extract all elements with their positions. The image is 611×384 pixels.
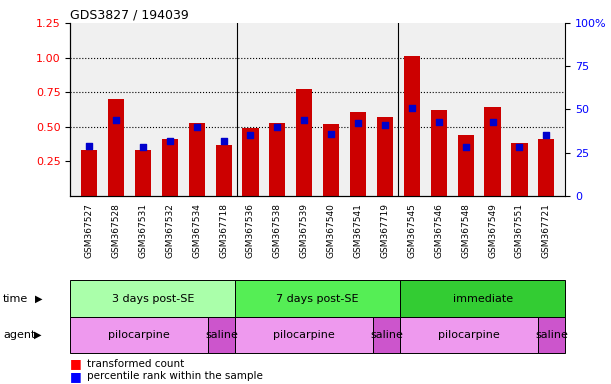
Text: 7 days post-SE: 7 days post-SE: [276, 293, 359, 304]
Text: ▶: ▶: [34, 330, 41, 340]
Point: [461, 144, 470, 151]
Point: [434, 118, 444, 124]
Bar: [323, 124, 339, 196]
Bar: [216, 145, 232, 196]
Point: [541, 132, 551, 139]
Bar: [373, 317, 400, 353]
Text: agent: agent: [3, 330, 35, 340]
Point: [246, 132, 255, 139]
Point: [380, 122, 390, 128]
Bar: [269, 122, 285, 196]
Point: [165, 137, 175, 144]
Point: [84, 143, 94, 149]
Bar: [431, 110, 447, 196]
Point: [219, 137, 229, 144]
Bar: [70, 317, 208, 353]
Bar: [377, 117, 393, 196]
Point: [299, 117, 309, 123]
Bar: [108, 99, 124, 196]
Bar: [400, 280, 565, 317]
Text: GDS3827 / 194039: GDS3827 / 194039: [70, 9, 189, 22]
Point: [353, 120, 363, 126]
Text: saline: saline: [205, 330, 238, 340]
Point: [514, 144, 524, 151]
Text: saline: saline: [370, 330, 403, 340]
Text: pilocarpine: pilocarpine: [438, 330, 500, 340]
Text: immediate: immediate: [453, 293, 513, 304]
Bar: [243, 128, 258, 196]
Bar: [70, 280, 235, 317]
Bar: [400, 317, 538, 353]
Point: [192, 124, 202, 130]
Point: [111, 117, 121, 123]
Bar: [296, 89, 312, 196]
Bar: [511, 143, 527, 196]
Bar: [208, 317, 235, 353]
Point: [488, 118, 497, 124]
Bar: [81, 150, 97, 196]
Text: ■: ■: [70, 370, 82, 383]
Point: [273, 124, 282, 130]
Bar: [538, 139, 554, 196]
Bar: [189, 122, 205, 196]
Bar: [135, 150, 151, 196]
Text: ▶: ▶: [35, 293, 43, 304]
Text: transformed count: transformed count: [87, 359, 185, 369]
Bar: [458, 135, 474, 196]
Point: [407, 104, 417, 111]
Point: [326, 131, 336, 137]
Bar: [235, 280, 400, 317]
Text: time: time: [3, 293, 28, 304]
Bar: [485, 108, 500, 196]
Text: percentile rank within the sample: percentile rank within the sample: [87, 371, 263, 381]
Text: pilocarpine: pilocarpine: [108, 330, 170, 340]
Bar: [350, 111, 366, 196]
Point: [138, 144, 148, 151]
Text: pilocarpine: pilocarpine: [273, 330, 335, 340]
Text: ■: ■: [70, 358, 82, 371]
Bar: [538, 317, 565, 353]
Bar: [404, 56, 420, 196]
Bar: [162, 139, 178, 196]
Text: saline: saline: [535, 330, 568, 340]
Text: 3 days post-SE: 3 days post-SE: [112, 293, 194, 304]
Bar: [235, 317, 373, 353]
